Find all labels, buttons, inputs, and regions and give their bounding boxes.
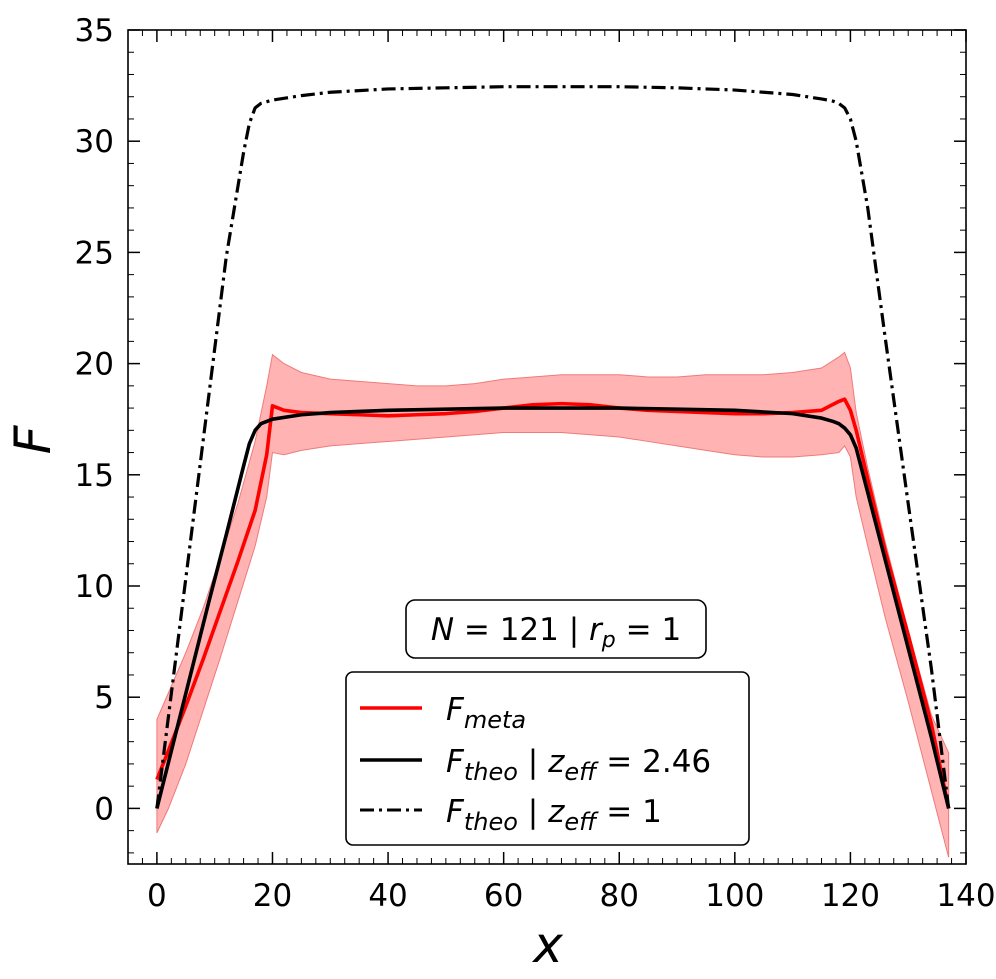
annotation-r-symbol: r (589, 612, 604, 648)
x-tick-label: 60 (484, 878, 523, 914)
legend-label-f-meta: Fmeta (446, 692, 526, 734)
x-tick-label: 120 (821, 878, 880, 914)
series-0-line (155, 397, 951, 809)
legend-label-f-theo-246-mid: | (518, 744, 548, 780)
legend-label-f-theo-246-rest: = 2.46 (596, 744, 711, 780)
legend-label-f-theo-246-var: z (547, 744, 565, 780)
series-0-error-band (156, 351, 950, 858)
legend-label-f-theo-1-var: z (547, 794, 565, 830)
y-tick-label: 20 (75, 347, 114, 383)
legend-label-f-theo-1-rest: = 1 (596, 794, 661, 830)
legend-label-f-theo-246: Ftheo | zeff = 2.46 (446, 744, 711, 786)
y-tick-label: 15 (75, 458, 114, 494)
tick-labels: 0 20 40 60 80 100 120 140 0 5 10 15 20 25 30 35 (75, 13, 996, 914)
annotation-spacer-left (559, 612, 569, 648)
x-tick-label: 100 (705, 878, 764, 914)
x-tick-label: 0 (147, 878, 167, 914)
legend: Fmeta Ftheo | zeff = 2.46 Ftheo | zeff =… (345, 671, 750, 846)
x-tick-label: 40 (368, 878, 407, 914)
annotation-box: N = 121 | rp = 1 (405, 599, 707, 659)
x-tick-label: 140 (936, 878, 995, 914)
annotation-separator: | (569, 612, 579, 648)
y-tick-label: 0 (94, 791, 114, 827)
series-lines (155, 85, 951, 809)
annotation-r-equals: = (616, 612, 662, 648)
annotation-n-value: 121 (500, 612, 559, 648)
annotation-n-equals: = (454, 612, 500, 648)
y-tick-label: 30 (75, 124, 114, 160)
y-tick-label: 35 (75, 13, 114, 49)
annotation-text: N = 121 | rp = 1 (431, 612, 681, 653)
legend-frame (345, 671, 750, 846)
legend-label-f-meta-sub: meta (464, 706, 526, 734)
annotation-r-value: 1 (661, 612, 681, 648)
y-tick-label: 5 (94, 680, 114, 716)
y-axis-label: F (4, 424, 62, 454)
axis-ticks (127, 29, 967, 864)
annotation-spacer-right (579, 612, 589, 648)
annotation-n-symbol: N (431, 612, 454, 648)
annotation-r-subscript: p (601, 628, 616, 653)
legend-label-f-theo-246-sub: theo (464, 758, 518, 786)
legend-label-f-theo-246-main: F (446, 744, 465, 780)
annotation-frame (405, 599, 707, 659)
legend-label-f-theo-246-var-sub: eff (564, 758, 599, 786)
legend-label-f-theo-1: Ftheo | zeff = 1 (446, 794, 662, 836)
y-tick-label: 25 (75, 235, 114, 271)
legend-label-f-meta-main: F (446, 692, 465, 728)
x-tick-label: 80 (600, 878, 639, 914)
x-axis-label: x (531, 916, 563, 974)
legend-label-f-theo-1-main: F (446, 794, 465, 830)
series-1-line (155, 406, 951, 809)
legend-label-f-theo-1-mid: | (518, 794, 548, 830)
legend-label-f-theo-1-var-sub: eff (564, 808, 599, 836)
y-tick-label: 10 (75, 569, 114, 605)
series-2-line (155, 85, 951, 809)
x-tick-label: 20 (253, 878, 292, 914)
legend-label-f-theo-1-sub: theo (464, 808, 518, 836)
error-bands (156, 351, 950, 858)
